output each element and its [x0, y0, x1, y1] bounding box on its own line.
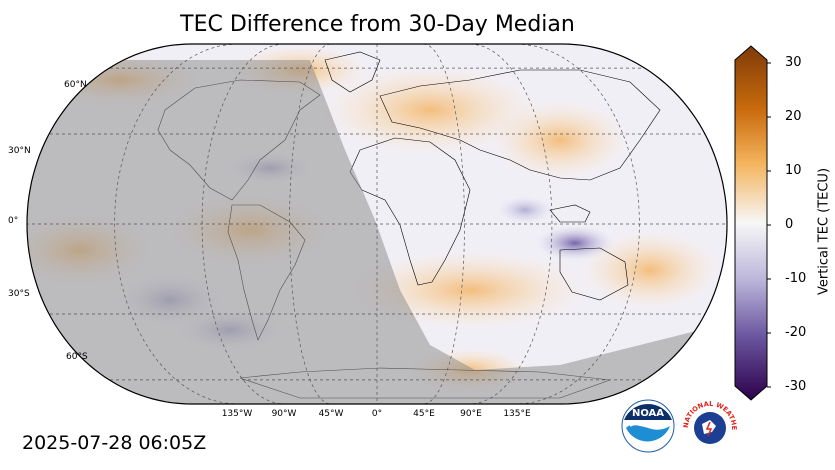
lon-label-45e: 45°E — [413, 409, 435, 419]
colorbar-label: Vertical TEC (TECU) — [816, 167, 832, 296]
meridian-line — [201, 44, 285, 404]
lon-label-90e: 90°E — [460, 409, 482, 419]
noaa-logo: NOAA — [621, 399, 675, 453]
lat-label-eq: 0° — [8, 216, 19, 226]
lat-label-30n: 30°N — [8, 146, 31, 156]
colorbar-tick-0: 0 — [785, 217, 794, 232]
lon-label-135w: 135°W — [221, 409, 253, 419]
meridian-line — [289, 44, 331, 404]
lat-label-60n: 60°N — [64, 80, 87, 90]
lat-label-60s: 60°S — [66, 352, 88, 362]
colorbar-tick-neg10: -10 — [785, 271, 807, 286]
colorbar-body — [734, 45, 768, 401]
colorbar — [734, 45, 771, 401]
lon-label-45w: 45°W — [318, 409, 344, 419]
map-title: TEC Difference from 30-Day Median — [180, 12, 575, 37]
colorbar-tick-neg30: -30 — [785, 379, 807, 394]
nws-logo: NATIONAL WEATHER SERVICE — [680, 398, 738, 454]
night-shade — [27, 60, 727, 404]
colorbar-tick-10: 10 — [785, 163, 802, 178]
colorbar-tick-neg20: -20 — [785, 325, 807, 340]
meridian-line — [516, 44, 640, 404]
lon-label-90w: 90°W — [271, 409, 297, 419]
meridian-line — [114, 44, 238, 404]
lon-label-0: 0° — [371, 409, 383, 419]
noaa-logo-text: NOAA — [632, 408, 664, 419]
meridian-line — [469, 44, 553, 404]
colorbar-tick-30: 30 — [785, 55, 802, 70]
lon-label-135e: 135°E — [503, 409, 531, 419]
timestamp: 2025-07-28 06:05Z — [22, 432, 207, 454]
meridian-line — [423, 44, 465, 404]
colorbar-tick-marks — [767, 62, 771, 388]
globe-outline — [26, 43, 728, 405]
lat-label-30s: 30°S — [8, 289, 30, 299]
map-body — [27, 44, 727, 404]
colorbar-tick-20: 20 — [785, 109, 802, 124]
